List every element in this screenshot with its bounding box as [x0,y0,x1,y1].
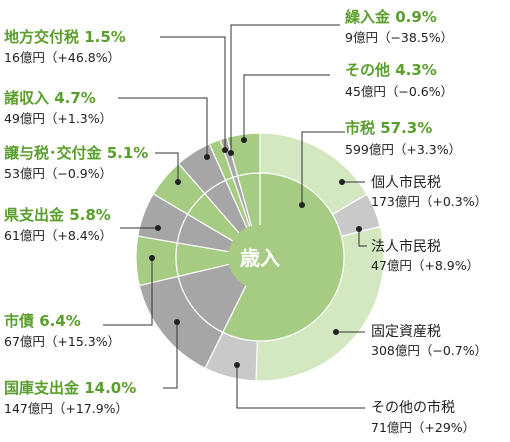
leader-dot-ken [155,225,161,231]
leader-dot-kotei [333,329,339,335]
label-title-kojin: 個人市民税 [371,174,441,191]
leader-sonota [243,74,330,140]
label-detail-sonotashi: 71億円（+29%） [371,420,475,435]
leader-dot-sonota [241,137,247,143]
label-title-sonota: その他 4.3% [345,61,437,79]
label-detail-shisai: 67億円（+15.3%） [4,334,120,349]
label-detail-chiho: 16億円（+46.8%） [4,50,120,65]
leader-dot-shisai [149,255,155,261]
leader-dot-sonotashi [234,362,240,368]
label-title-shizei: 市税 57.3% [345,119,432,137]
leader-dot-kojin [339,179,345,185]
label-detail-kotei: 308億円（−0.7%） [371,343,487,358]
leader-shisai [103,258,153,326]
label-detail-joyo: 53億円（−0.9%） [4,166,112,181]
leader-dot-kokko [174,319,180,325]
leader-hojin [358,229,367,247]
label-title-joyo: 譲与税･交付金 5.1% [4,144,148,162]
outer-rest-slice-1 [135,235,179,287]
center-disc [228,225,292,289]
label-title-sonotashi: その他の市税 [371,399,455,416]
leader-kuri [230,24,340,153]
leader-dot-chiho [222,147,228,153]
label-title-kotei: 固定資産税 [371,324,441,340]
leader-lines [103,24,367,409]
label-title-shoshu: 諸収入 4.7% [4,89,96,107]
label-title-kokko: 国庫支出金 14.0% [4,379,136,397]
leader-chiho [160,36,226,150]
leader-dot-joyo [175,179,181,185]
label-title-hojin: 法人市民税 [371,238,441,255]
chart-labels: 繰入金 0.9% 9億円（−38.5%） その他 4.3% 45億円（−0.6%… [4,8,487,435]
leader-joyo [155,152,179,182]
label-detail-kokko: 147億円（+17.9%） [4,401,128,416]
label-detail-kojin: 173億円（+0.3%） [371,194,487,209]
label-detail-hojin: 47億円（+8.9%） [371,258,479,273]
leader-sonotashi [236,365,365,409]
label-title-shisai: 市債 6.4% [4,312,81,330]
leader-dot-kuri [228,150,234,156]
label-title-kuri: 繰入金 0.9% [345,8,437,26]
leader-shoshu [118,97,208,157]
leader-kokko [163,322,178,389]
label-detail-ken: 61億円（+8.4%） [4,228,112,243]
label-detail-sonota: 45億円（−0.6%） [345,84,453,99]
label-detail-kuri: 9億円（−38.5%） [345,30,453,45]
label-title-ken: 県支出金 5.8% [4,206,111,224]
outer-ring [135,132,385,382]
leader-dot-shoshu [204,154,210,160]
center-label: 歳入 [240,246,280,270]
label-detail-shizei: 599億円（+3.3%） [345,142,461,157]
leader-shizei [301,131,345,205]
label-detail-shoshu: 49億円（+1.3%） [4,111,112,126]
label-title-chiho: 地方交付税 1.5% [4,28,126,46]
leader-dot-hojin [356,226,362,232]
leader-dot-shizei [299,202,305,208]
